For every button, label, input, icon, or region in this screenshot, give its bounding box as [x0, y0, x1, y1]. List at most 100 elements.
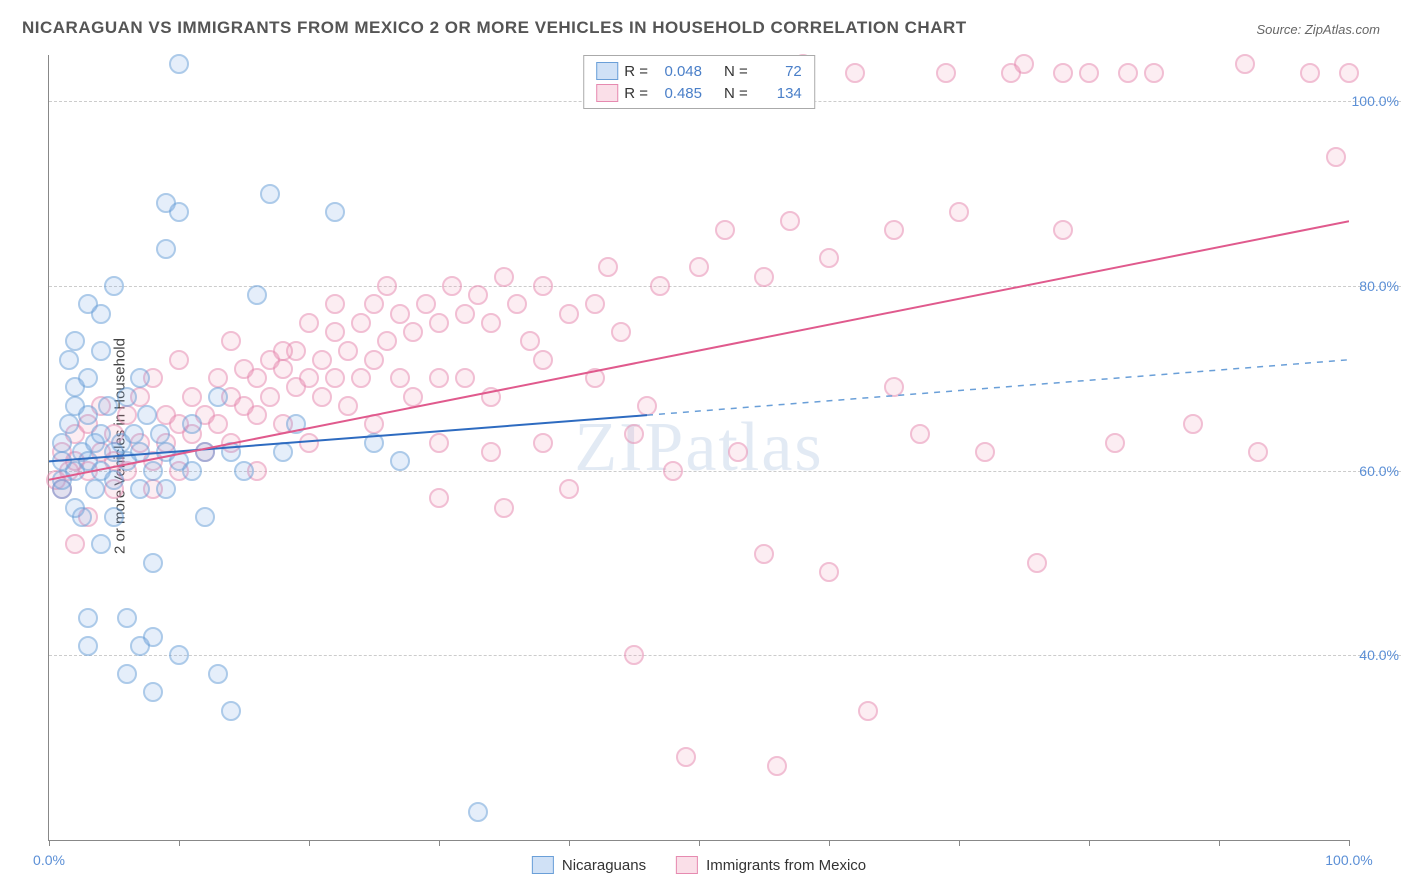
data-point-pink	[715, 220, 735, 240]
data-point-pink	[819, 248, 839, 268]
data-point-pink	[689, 257, 709, 277]
data-point-pink	[533, 350, 553, 370]
data-point-blue	[85, 479, 105, 499]
data-point-pink	[338, 396, 358, 416]
x-tick	[569, 840, 570, 846]
data-point-pink	[169, 350, 189, 370]
series-legend: Nicaraguans Immigrants from Mexico	[532, 856, 866, 874]
legend-row-pink: R = 0.485 N = 134	[596, 82, 802, 104]
data-point-pink	[494, 267, 514, 287]
data-point-pink	[364, 350, 384, 370]
y-tick-label: 60.0%	[1359, 463, 1399, 479]
swatch-pink-icon	[596, 84, 618, 102]
data-point-pink	[325, 294, 345, 314]
data-point-blue	[247, 285, 267, 305]
data-point-pink	[65, 534, 85, 554]
data-point-blue	[78, 368, 98, 388]
data-point-pink	[312, 350, 332, 370]
data-point-pink	[637, 396, 657, 416]
data-point-pink	[494, 498, 514, 518]
data-point-pink	[663, 461, 683, 481]
data-point-pink	[767, 756, 787, 776]
data-point-pink	[364, 414, 384, 434]
data-point-pink	[442, 276, 462, 296]
x-tick	[699, 840, 700, 846]
data-point-pink	[1235, 54, 1255, 74]
data-point-pink	[884, 220, 904, 240]
r-value: 0.485	[654, 85, 702, 102]
data-point-pink	[468, 285, 488, 305]
data-point-pink	[1183, 414, 1203, 434]
data-point-pink	[455, 304, 475, 324]
data-point-pink	[455, 368, 475, 388]
legend-item-mexico: Immigrants from Mexico	[676, 856, 866, 874]
data-point-pink	[598, 257, 618, 277]
data-point-blue	[59, 414, 79, 434]
data-point-blue	[117, 664, 137, 684]
data-point-blue	[182, 414, 202, 434]
data-point-pink	[325, 322, 345, 342]
data-point-pink	[299, 368, 319, 388]
n-label: N =	[724, 63, 748, 80]
data-point-blue	[52, 433, 72, 453]
y-tick-label: 100.0%	[1352, 93, 1399, 109]
data-point-blue	[78, 636, 98, 656]
data-point-blue	[156, 479, 176, 499]
data-point-pink	[624, 645, 644, 665]
data-point-pink	[1053, 220, 1073, 240]
r-label: R =	[624, 63, 648, 80]
data-point-pink	[754, 267, 774, 287]
data-point-pink	[338, 341, 358, 361]
data-point-blue	[137, 405, 157, 425]
data-point-blue	[390, 451, 410, 471]
data-point-blue	[143, 627, 163, 647]
data-point-pink	[754, 544, 774, 564]
data-point-pink	[260, 387, 280, 407]
r-value: 0.048	[654, 63, 702, 80]
data-point-blue	[325, 202, 345, 222]
data-point-blue	[91, 424, 111, 444]
data-point-pink	[949, 202, 969, 222]
data-point-pink	[975, 442, 995, 462]
data-point-pink	[182, 387, 202, 407]
data-point-pink	[403, 322, 423, 342]
data-point-pink	[559, 304, 579, 324]
data-point-blue	[195, 442, 215, 462]
data-point-blue	[117, 387, 137, 407]
data-point-blue	[143, 553, 163, 573]
x-tick	[179, 840, 180, 846]
data-point-blue	[286, 414, 306, 434]
data-point-pink	[1326, 147, 1346, 167]
data-point-blue	[78, 608, 98, 628]
data-point-pink	[1248, 442, 1268, 462]
data-point-pink	[429, 433, 449, 453]
chart-container: NICARAGUAN VS IMMIGRANTS FROM MEXICO 2 O…	[0, 0, 1406, 892]
data-point-pink	[533, 433, 553, 453]
data-point-blue	[104, 470, 124, 490]
data-point-pink	[533, 276, 553, 296]
data-point-blue	[273, 442, 293, 462]
trendlines	[49, 55, 1349, 840]
data-point-pink	[1339, 63, 1359, 83]
data-point-pink	[585, 294, 605, 314]
data-point-pink	[1118, 63, 1138, 83]
data-point-pink	[377, 331, 397, 351]
legend-item-nicaraguans: Nicaraguans	[532, 856, 646, 874]
data-point-pink	[1014, 54, 1034, 74]
data-point-pink	[325, 368, 345, 388]
data-point-blue	[91, 534, 111, 554]
data-point-pink	[650, 276, 670, 296]
x-tick-label: 0.0%	[33, 852, 65, 868]
data-point-pink	[481, 313, 501, 333]
data-point-pink	[845, 63, 865, 83]
data-point-pink	[910, 424, 930, 444]
data-point-blue	[143, 682, 163, 702]
data-point-blue	[130, 442, 150, 462]
data-point-blue	[78, 405, 98, 425]
legend-label: Immigrants from Mexico	[706, 857, 866, 874]
data-point-pink	[611, 322, 631, 342]
data-point-blue	[130, 368, 150, 388]
data-point-pink	[858, 701, 878, 721]
data-point-pink	[624, 424, 644, 444]
r-label: R =	[624, 85, 648, 102]
